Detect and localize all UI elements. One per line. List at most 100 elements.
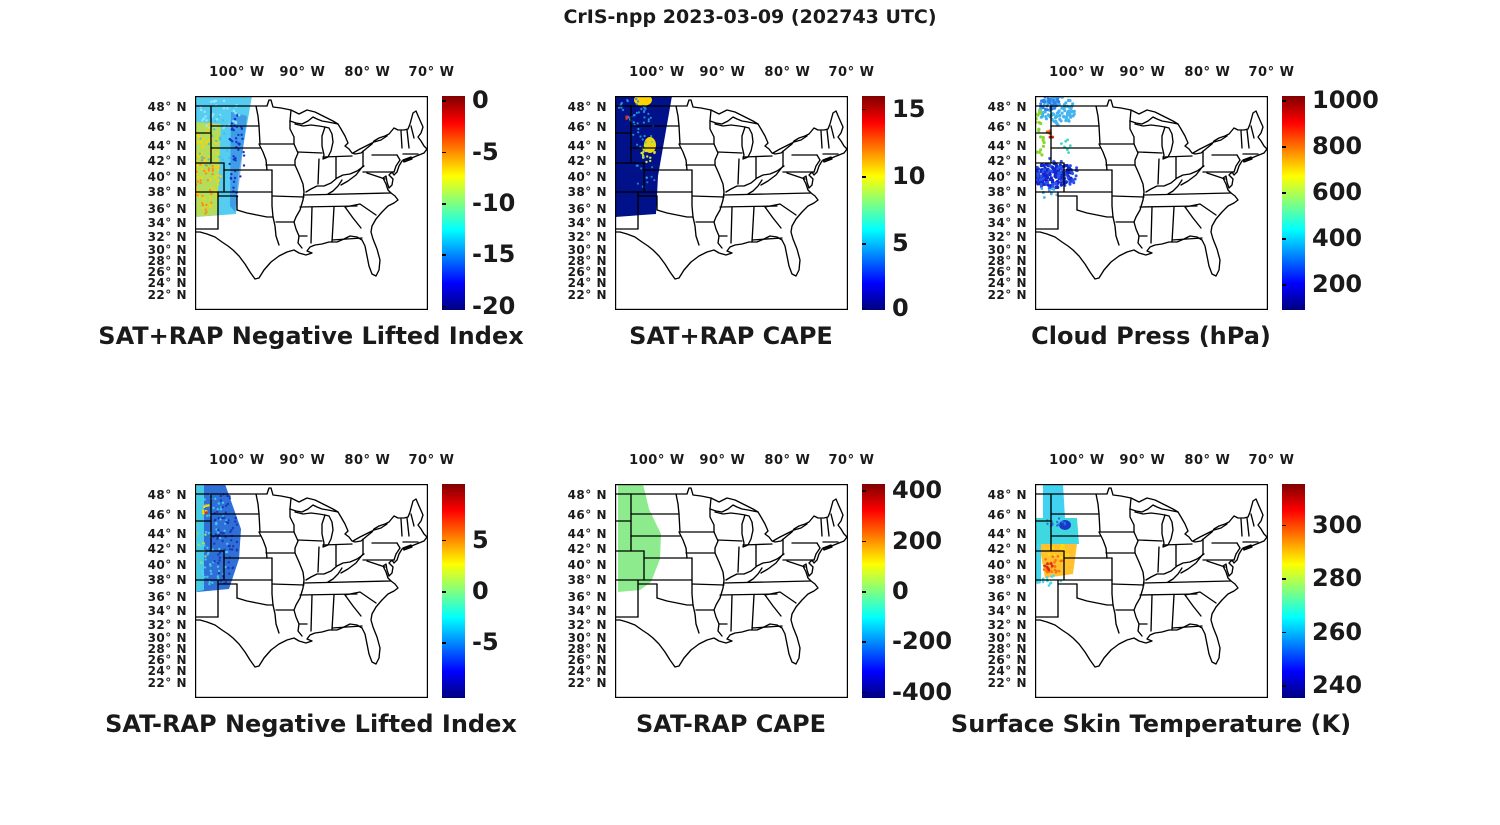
colorbar-tick-label: 300 (1312, 510, 1363, 539)
lat-tick-label: 34° N (987, 603, 1027, 618)
lat-tick-label: 34° N (987, 215, 1027, 230)
lat-tick-label: 44° N (567, 527, 607, 542)
lat-tick-label: 40° N (147, 558, 187, 573)
lat-tick-label: 30° N (567, 243, 607, 258)
colorbar-surface-skin-temperature: 300 280 260 240 (1282, 484, 1362, 699)
lon-tick-label: 70° W (1248, 453, 1295, 468)
colorbar-tick-label: 5 (892, 229, 909, 258)
colorbar-tick-mark (1282, 146, 1286, 148)
lat-tick-label: 42° N (987, 154, 1027, 169)
lat-tick-label: 40° N (567, 170, 607, 185)
lon-tick-label: 90° W (1119, 453, 1166, 468)
colorbar-tick-label: 0 (892, 577, 909, 605)
lat-tick-label: 32° N (987, 618, 1027, 633)
lat-tick-label: 34° N (567, 215, 607, 230)
colorbar-tick-mark (1282, 578, 1286, 580)
panel-sat-minus-rap-cape: 100° W 90° W 80° W 70° W 48° N 46° N 44° N 42° … (555, 446, 965, 746)
lon-tick-label: 90° W (699, 453, 746, 468)
lon-tick-label: 100° W (209, 65, 265, 80)
lon-tick-label: 80° W (1184, 65, 1231, 80)
lat-tick-label: 36° N (567, 589, 607, 604)
lat-tick-label: 22° N (567, 288, 607, 303)
lat-tick-label: 22° N (567, 676, 607, 691)
map-sat-minus-rap-cape (615, 484, 848, 698)
colorbar-tick-label: 280 (1312, 564, 1363, 593)
panel-title-cloud-press: Cloud Press (hPa) (1031, 322, 1271, 350)
map-canvas (195, 96, 428, 310)
lat-tick-label: 48° N (567, 99, 607, 114)
lat-tick-label: 22° N (147, 288, 187, 303)
colorbar-sat-plus-rap-negative-lifted-index: 0 -5 -10 -15 -20 (442, 86, 515, 320)
lat-tick-label: 30° N (987, 243, 1027, 258)
lat-axis-labels: 48° N 46° N 44° N 42° N 40° N 38° N 36° N 34° N… (135, 96, 191, 310)
lat-tick-label: 22° N (987, 288, 1027, 303)
lat-tick-label: 38° N (567, 573, 607, 588)
colorbar-sat-plus-rap-cape: 15 10 5 0 (862, 95, 925, 322)
panel-title-sat-plus-rap-negative-lifted-index: SAT+RAP Negative Lifted Index (98, 322, 524, 350)
lat-axis-labels: 48° N 46° N 44° N 42° N 40° N 38° N 36° N 34° N… (975, 96, 1031, 310)
colorbar-cloud-press: 1000 800 600 400 200 (1282, 86, 1379, 310)
colorbar-tick-mark (442, 642, 446, 644)
lat-tick-label: 24° N (567, 664, 607, 679)
lon-tick-label: 100° W (629, 453, 685, 468)
colorbar-tick-label: -200 (892, 627, 953, 656)
lat-axis-labels: 48° N 46° N 44° N 42° N 40° N 38° N 36° N 34° N… (555, 96, 611, 310)
colorbar-tick-label: 200 (892, 526, 943, 555)
colorbar-tick-label: 400 (892, 476, 943, 505)
map-surface-skin-temperature (1035, 484, 1268, 698)
map-canvas (195, 484, 428, 698)
colorbar-tick-mark (1282, 524, 1286, 527)
panel-sat-plus-rap-cape: 100° W 90° W 80° W 70° W 48° N 46° N 44° N 42° … (555, 58, 965, 358)
colorbar-tick-mark (1282, 631, 1286, 634)
panel-title-sat-plus-rap-cape: SAT+RAP CAPE (629, 322, 833, 350)
lat-tick-label: 28° N (147, 641, 187, 656)
colorbar-tick-mark (1282, 284, 1286, 286)
lat-tick-label: 28° N (987, 641, 1027, 656)
lon-tick-label: 70° W (408, 453, 455, 468)
lat-tick-label: 30° N (987, 631, 1027, 646)
lon-axis-labels: 100° W 90° W 80° W 70° W (615, 453, 874, 471)
colorbar-tick-label: 15 (892, 94, 926, 123)
lat-tick-label: 28° N (567, 253, 607, 268)
lat-tick-label: 36° N (567, 201, 607, 216)
colorbar-tick-mark (442, 100, 446, 102)
data-swath (1035, 96, 1079, 199)
lat-tick-label: 42° N (987, 542, 1027, 557)
lat-tick-label: 28° N (987, 253, 1027, 268)
lat-tick-label: 42° N (147, 154, 187, 169)
colorbar-tick-mark (1282, 100, 1286, 102)
lat-tick-label: 46° N (987, 120, 1027, 135)
colorbar-tick-mark (442, 203, 446, 205)
lat-tick-label: 26° N (147, 264, 187, 279)
data-swath (618, 484, 661, 592)
lat-tick-label: 26° N (147, 652, 187, 667)
lat-tick-label: 30° N (147, 631, 187, 646)
lat-tick-label: 38° N (987, 573, 1027, 588)
lat-tick-label: 40° N (147, 170, 187, 185)
colorbar-tick-mark (442, 151, 446, 154)
colorbar-tick-mark (442, 254, 446, 256)
lat-tick-label: 30° N (567, 631, 607, 646)
panel-surface-skin-temperature: 100° W 90° W 80° W 70° W 48° N 46° N 44° N 42° … (951, 446, 1385, 746)
lat-tick-label: 42° N (567, 542, 607, 557)
lat-tick-label: 46° N (567, 508, 607, 523)
map-canvas (1035, 96, 1268, 310)
colorbar-tick-label: 0 (472, 86, 489, 115)
lat-tick-label: 24° N (147, 276, 187, 291)
lat-tick-label: 44° N (987, 527, 1027, 542)
lat-tick-label: 38° N (147, 185, 187, 200)
lat-axis-labels: 48° N 46° N 44° N 42° N 40° N 38° N 36° N 34° N… (555, 484, 611, 698)
lat-tick-label: 38° N (567, 185, 607, 200)
lat-tick-label: 48° N (987, 487, 1027, 502)
lat-tick-label: 32° N (567, 618, 607, 633)
lon-tick-label: 70° W (828, 65, 875, 80)
colorbar-tick-mark (862, 490, 866, 492)
lon-tick-label: 100° W (629, 65, 685, 80)
colorbar-tick-mark (1282, 192, 1286, 194)
colorbar-tick-mark (862, 591, 866, 593)
colorbar-tick-mark (1282, 238, 1286, 240)
colorbar-tick-label: 0 (892, 293, 909, 322)
colorbar-tick-mark (862, 540, 866, 543)
lat-tick-label: 32° N (147, 230, 187, 245)
lat-tick-label: 24° N (147, 664, 187, 679)
